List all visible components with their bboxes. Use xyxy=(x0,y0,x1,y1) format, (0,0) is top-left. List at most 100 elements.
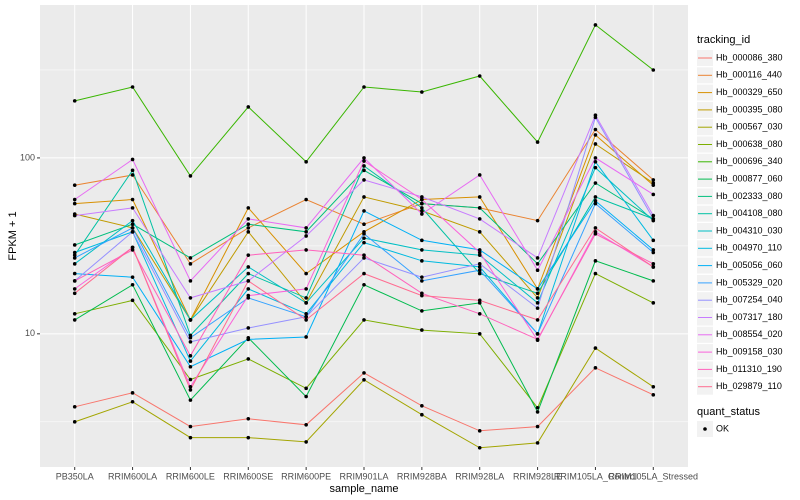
data-point xyxy=(362,236,366,240)
data-point xyxy=(651,178,656,182)
data-point xyxy=(593,195,598,199)
x-tick-label: PB350LA xyxy=(56,471,94,481)
data-point xyxy=(477,429,482,433)
legend-label: Hb_004108_080 xyxy=(716,208,783,218)
x-tick-label: RRIM928LA xyxy=(455,471,504,481)
data-point xyxy=(130,298,135,303)
data-point xyxy=(72,287,77,291)
data-point xyxy=(304,271,308,276)
data-point xyxy=(304,197,308,202)
data-point xyxy=(130,168,135,173)
data-point xyxy=(72,318,77,322)
data-point xyxy=(362,271,366,276)
data-point xyxy=(130,275,135,279)
legend-label: Hb_002333_080 xyxy=(716,191,783,201)
data-point xyxy=(362,256,366,260)
data-point xyxy=(420,293,424,298)
data-point xyxy=(651,192,656,197)
data-point xyxy=(362,209,366,213)
legend-title: tracking_id xyxy=(697,34,750,46)
data-point xyxy=(651,384,656,389)
data-point xyxy=(188,335,193,340)
data-point xyxy=(130,218,135,223)
data-point xyxy=(420,209,424,213)
x-tick-label: RRIM600LA xyxy=(108,471,157,481)
data-point xyxy=(477,230,482,234)
data-point xyxy=(362,178,366,182)
data-point xyxy=(362,195,366,199)
data-point xyxy=(535,301,540,305)
data-point xyxy=(304,423,308,427)
data-point xyxy=(72,213,77,218)
data-point xyxy=(246,206,251,210)
data-point xyxy=(593,232,598,236)
data-point xyxy=(420,248,424,252)
data-point xyxy=(188,424,193,429)
data-point xyxy=(535,256,540,260)
x-tick-label: RRIM600PE xyxy=(281,471,331,481)
legend-label: Hb_000395_080 xyxy=(716,104,783,114)
data-point xyxy=(188,279,193,283)
data-point xyxy=(304,226,308,230)
legend-label: Hb_007254_040 xyxy=(716,295,783,305)
data-point xyxy=(651,238,656,243)
legend-label: Hb_000696_340 xyxy=(716,156,783,166)
y-tick-label: 100 xyxy=(20,152,35,162)
data-point xyxy=(535,140,540,144)
data-point xyxy=(535,332,540,336)
data-point xyxy=(477,173,482,177)
data-point xyxy=(420,238,424,243)
legend-label: Hb_000116_440 xyxy=(716,70,782,80)
data-point xyxy=(304,301,308,305)
data-point xyxy=(188,354,193,358)
data-point xyxy=(246,293,251,298)
data-point xyxy=(651,181,656,185)
data-point xyxy=(593,226,598,230)
data-point xyxy=(651,213,656,218)
data-point xyxy=(130,282,135,287)
legend-label: Hb_029879_110 xyxy=(716,381,782,391)
y-axis-title: FPKM + 1 xyxy=(7,211,19,260)
data-point xyxy=(593,271,598,276)
data-point xyxy=(535,424,540,429)
data-point xyxy=(477,332,482,336)
data-point xyxy=(362,156,366,160)
data-point xyxy=(535,405,540,410)
data-point xyxy=(593,346,598,350)
data-point xyxy=(535,441,540,445)
data-point xyxy=(130,222,135,226)
data-point xyxy=(477,74,482,78)
data-point xyxy=(130,85,135,89)
data-point xyxy=(362,377,366,382)
data-point xyxy=(362,253,366,257)
data-point xyxy=(593,113,598,117)
data-point xyxy=(246,326,251,330)
data-point xyxy=(304,386,308,391)
data-point xyxy=(304,335,308,339)
data-point xyxy=(72,279,77,283)
data-point xyxy=(72,256,77,260)
data-point xyxy=(246,222,251,226)
data-point xyxy=(651,248,656,252)
data-point xyxy=(593,127,598,132)
data-point xyxy=(304,440,308,444)
data-point xyxy=(593,23,598,27)
data-point xyxy=(593,259,598,263)
data-point xyxy=(246,230,251,234)
data-point xyxy=(188,318,193,322)
data-point xyxy=(188,174,193,178)
data-point xyxy=(420,309,424,313)
data-point xyxy=(535,287,540,291)
data-point xyxy=(188,377,193,382)
data-point xyxy=(304,160,308,164)
data-point xyxy=(593,366,598,370)
data-point xyxy=(246,217,251,221)
data-point xyxy=(651,217,656,221)
legend-label: Hb_000877_060 xyxy=(716,173,783,183)
data-point xyxy=(188,384,193,389)
x-tick-label: RRIM600SE xyxy=(223,471,273,481)
data-point xyxy=(535,218,540,223)
data-point xyxy=(188,256,193,260)
x-axis-title: sample_name xyxy=(329,483,398,495)
data-point xyxy=(362,371,366,375)
